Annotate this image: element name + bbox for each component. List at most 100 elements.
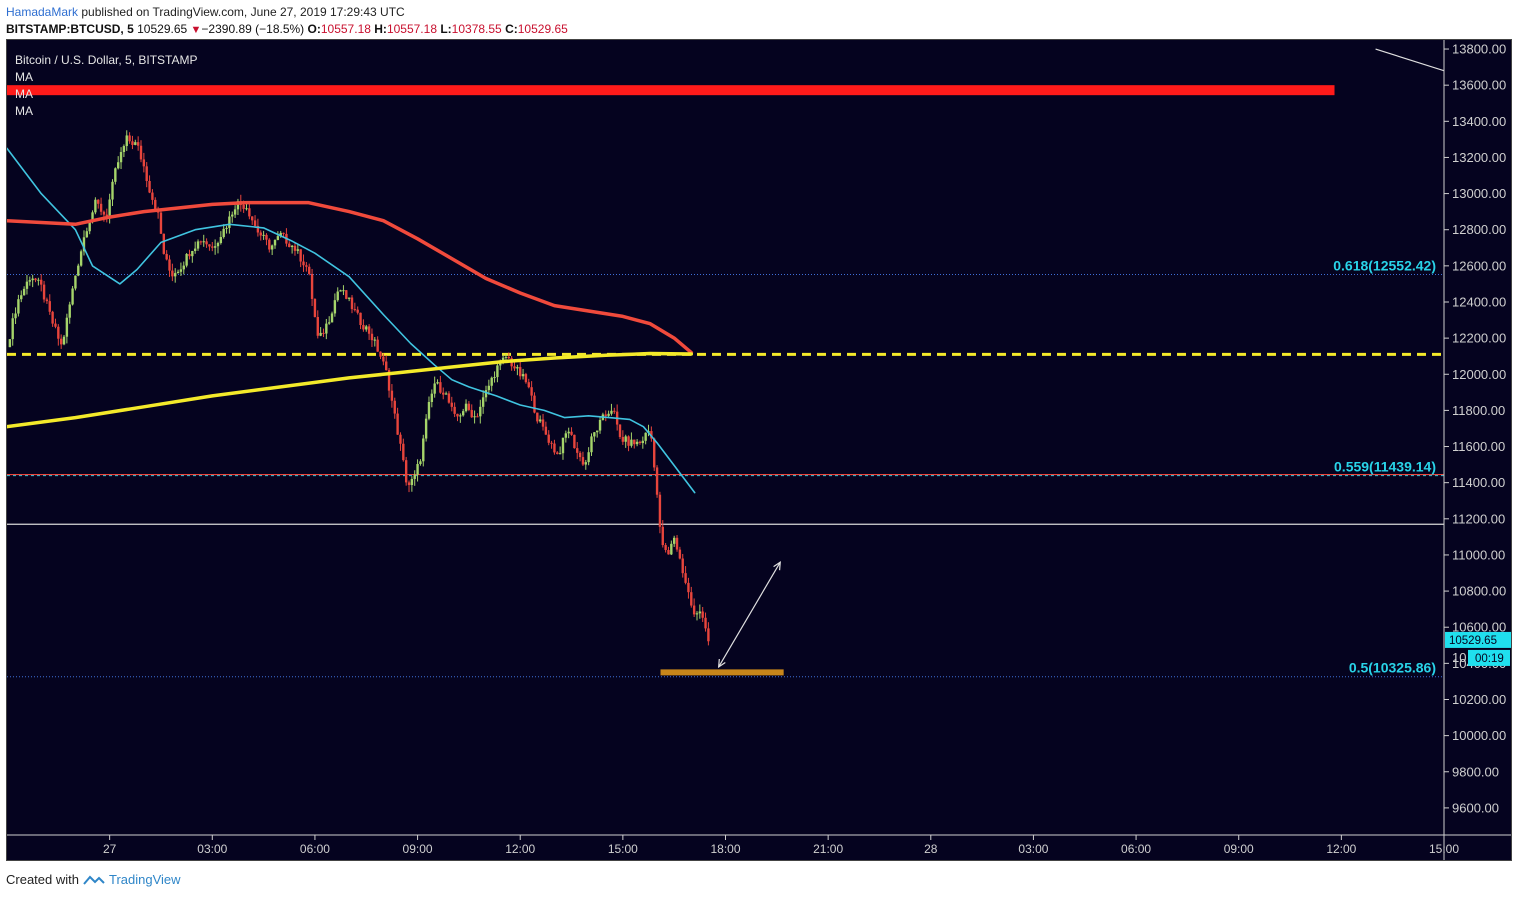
candle-body bbox=[114, 168, 117, 182]
candle-body bbox=[290, 245, 294, 248]
legend-ma-1[interactable]: MA bbox=[15, 70, 33, 84]
published-text: published on TradingView.com, June 27, 2… bbox=[81, 5, 405, 19]
candle-body bbox=[595, 430, 599, 433]
candle-body bbox=[567, 431, 570, 434]
projection-arrow-line[interactable] bbox=[718, 561, 781, 668]
close-value: 10529.65 bbox=[517, 22, 568, 36]
high-label: H: bbox=[374, 22, 387, 36]
candle-body bbox=[182, 265, 185, 270]
candle-body bbox=[530, 387, 533, 396]
last-price: 10529.65 bbox=[137, 22, 188, 36]
corner-trend-line[interactable] bbox=[1375, 48, 1444, 72]
x-tick-label: 03:00 bbox=[1018, 842, 1048, 856]
resistance-zone[interactable] bbox=[7, 85, 1335, 96]
candle-body bbox=[610, 410, 613, 414]
candle-body bbox=[447, 393, 451, 403]
arrow-head-up-icon bbox=[773, 560, 781, 571]
candle-body bbox=[57, 326, 60, 339]
price-change: −2390.89 (−18.5%) bbox=[201, 22, 305, 36]
candle-body bbox=[678, 549, 682, 559]
candle-body bbox=[370, 333, 374, 341]
candle-body bbox=[350, 297, 354, 310]
candle-body bbox=[193, 248, 197, 252]
candle-body bbox=[154, 199, 157, 210]
moving-average-line-3[interactable] bbox=[7, 351, 694, 429]
candle-body bbox=[430, 393, 434, 403]
candle-body bbox=[427, 402, 431, 419]
candle-body bbox=[99, 203, 103, 212]
candle-body bbox=[404, 460, 408, 483]
candle-body bbox=[470, 409, 473, 418]
x-tick-label: 06:00 bbox=[1121, 842, 1151, 856]
candle-body bbox=[487, 385, 491, 391]
candle-body bbox=[410, 478, 414, 486]
open-value: 10557.18 bbox=[320, 22, 371, 36]
candle-body bbox=[279, 232, 282, 237]
legend-ma-3[interactable]: MA bbox=[15, 104, 33, 118]
candle-body bbox=[176, 271, 180, 274]
candle-body bbox=[650, 431, 653, 439]
candle-body bbox=[265, 234, 268, 240]
fib-level-label: 0.5(10325.86) bbox=[1349, 660, 1436, 676]
candle-body bbox=[413, 474, 416, 479]
candle-body bbox=[684, 573, 687, 583]
candle-body bbox=[507, 356, 511, 359]
moving-average-line-1[interactable] bbox=[7, 147, 696, 494]
candle-body bbox=[205, 241, 208, 245]
candle-body bbox=[641, 440, 645, 444]
candle-body bbox=[687, 582, 690, 593]
candle-body bbox=[501, 357, 505, 361]
candle-body bbox=[681, 558, 684, 574]
ohlc-bar: BITSTAMP:BTCUSD, 5 10529.65 ▼−2390.89 (−… bbox=[6, 22, 568, 36]
candle-body bbox=[65, 317, 69, 337]
candle-body bbox=[533, 395, 536, 413]
candle-body bbox=[342, 290, 345, 292]
candle-body bbox=[102, 211, 106, 215]
x-tick-label: 12:00 bbox=[505, 842, 535, 856]
candle-body bbox=[159, 212, 163, 234]
open-label: O: bbox=[307, 22, 321, 36]
publish-info: HamadaMark published on TradingView.com,… bbox=[6, 5, 405, 19]
candle-body bbox=[621, 436, 625, 442]
candle-body bbox=[416, 464, 419, 475]
candle-body bbox=[336, 291, 339, 301]
candle-body bbox=[299, 249, 302, 262]
x-tick-label: 03:00 bbox=[197, 842, 227, 856]
author-link[interactable]: HamadaMark bbox=[6, 5, 79, 19]
x-tick-label: 09:00 bbox=[403, 842, 433, 856]
candle-body bbox=[48, 301, 51, 312]
candle-body bbox=[171, 270, 174, 277]
y-tick-label: 13800.00 bbox=[1452, 42, 1506, 57]
candle-body bbox=[464, 403, 468, 412]
support-zone[interactable] bbox=[660, 669, 784, 676]
footer-brand[interactable]: TradingView bbox=[108, 872, 181, 887]
candle-body bbox=[51, 311, 54, 324]
candle-body bbox=[77, 265, 80, 276]
candle-body bbox=[422, 438, 425, 462]
candle-body bbox=[382, 356, 385, 362]
candle-body bbox=[473, 416, 476, 418]
countdown-tag bbox=[1468, 649, 1510, 666]
candle-body bbox=[541, 419, 545, 427]
candle-body bbox=[590, 436, 593, 453]
candle-body bbox=[607, 413, 610, 416]
candle-body bbox=[390, 390, 394, 401]
down-arrow-icon: ▼ bbox=[190, 24, 202, 36]
candle-body bbox=[134, 142, 137, 145]
candle-body bbox=[593, 432, 596, 437]
candle-body bbox=[627, 436, 630, 446]
moving-average-line-2[interactable] bbox=[7, 200, 694, 355]
candle-body bbox=[707, 628, 710, 642]
legend-ma-2[interactable]: MA bbox=[15, 87, 33, 101]
candle-body bbox=[59, 338, 63, 345]
x-tick-label: 12:00 bbox=[1326, 842, 1356, 856]
candle-body bbox=[270, 245, 274, 250]
price-chart[interactable]: 0.618(12552.42) 0.559(11439.14) 0.5(10325.… bbox=[7, 40, 1511, 860]
candle-body bbox=[125, 135, 128, 147]
candle-body bbox=[613, 410, 616, 412]
x-tick-label: 15:00 bbox=[1429, 842, 1459, 856]
candle-body bbox=[256, 225, 260, 233]
candle-body bbox=[251, 216, 254, 221]
candle-body bbox=[635, 441, 639, 445]
candle-body bbox=[402, 443, 405, 461]
